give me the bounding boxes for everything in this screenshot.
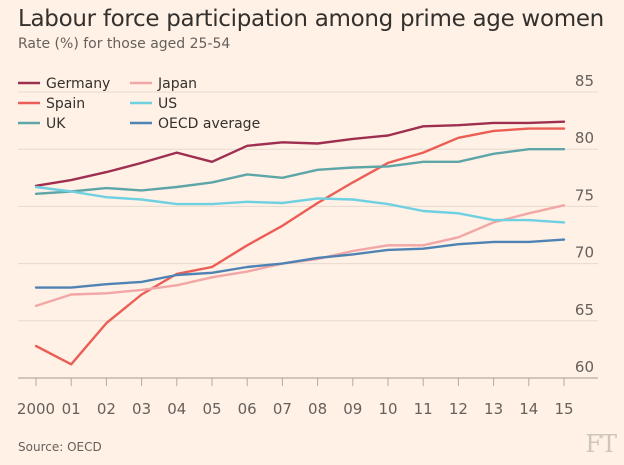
x-tick-label: 01 bbox=[62, 400, 81, 418]
x-tick-label: 13 bbox=[484, 400, 503, 418]
x-axis-ticks: 2000 01 02 03 04 05 06 07 08 09 10 11 12 13 14 15 bbox=[17, 378, 574, 418]
x-tick-label: 11 bbox=[414, 400, 433, 418]
y-tick-label: 60 bbox=[575, 358, 594, 376]
x-tick-label: 05 bbox=[202, 400, 221, 418]
series-line-spain bbox=[34, 127, 566, 366]
chart-subtitle: Rate (%) for those aged 25-54 bbox=[18, 36, 231, 52]
x-tick-label: 07 bbox=[273, 400, 292, 418]
series-line-uk bbox=[34, 147, 566, 196]
legend: Germany Spain UK Japan US OECD average bbox=[18, 76, 260, 132]
y-tick-label: 85 bbox=[575, 72, 594, 90]
chart-title: Labour force participation among prime a… bbox=[18, 6, 604, 32]
grid bbox=[18, 91, 598, 379]
x-tick-label: 06 bbox=[238, 400, 257, 418]
y-axis-ticks: 60 65 70 75 80 85 bbox=[575, 72, 594, 376]
x-tick-label: 14 bbox=[519, 400, 538, 418]
series-line-germany bbox=[34, 120, 566, 188]
legend-label: Japan bbox=[157, 76, 197, 92]
x-tick-label: 02 bbox=[97, 400, 116, 418]
series-line-oecd-average bbox=[34, 238, 566, 289]
series-lines bbox=[34, 120, 566, 366]
ft-logo: FT bbox=[585, 430, 617, 458]
legend-label: US bbox=[158, 96, 177, 112]
legend-label: Germany bbox=[46, 76, 110, 92]
legend-label: UK bbox=[46, 116, 66, 132]
x-tick-label: 2000 bbox=[17, 400, 55, 418]
x-tick-label: 12 bbox=[449, 400, 468, 418]
y-tick-label: 70 bbox=[575, 244, 594, 262]
series-line-us bbox=[34, 185, 566, 224]
y-tick-label: 65 bbox=[575, 301, 594, 319]
x-tick-label: 10 bbox=[378, 400, 397, 418]
series-line-japan bbox=[34, 204, 566, 308]
x-tick-label: 04 bbox=[167, 400, 186, 418]
y-tick-label: 75 bbox=[575, 186, 594, 204]
y-tick-label: 80 bbox=[575, 129, 594, 147]
x-tick-label: 09 bbox=[343, 400, 362, 418]
legend-label: Spain bbox=[46, 96, 85, 112]
x-tick-label: 08 bbox=[308, 400, 327, 418]
legend-label: OECD average bbox=[158, 116, 260, 132]
source-note: Source: OECD bbox=[18, 440, 102, 454]
x-tick-label: 15 bbox=[554, 400, 573, 418]
x-tick-label: 03 bbox=[132, 400, 151, 418]
